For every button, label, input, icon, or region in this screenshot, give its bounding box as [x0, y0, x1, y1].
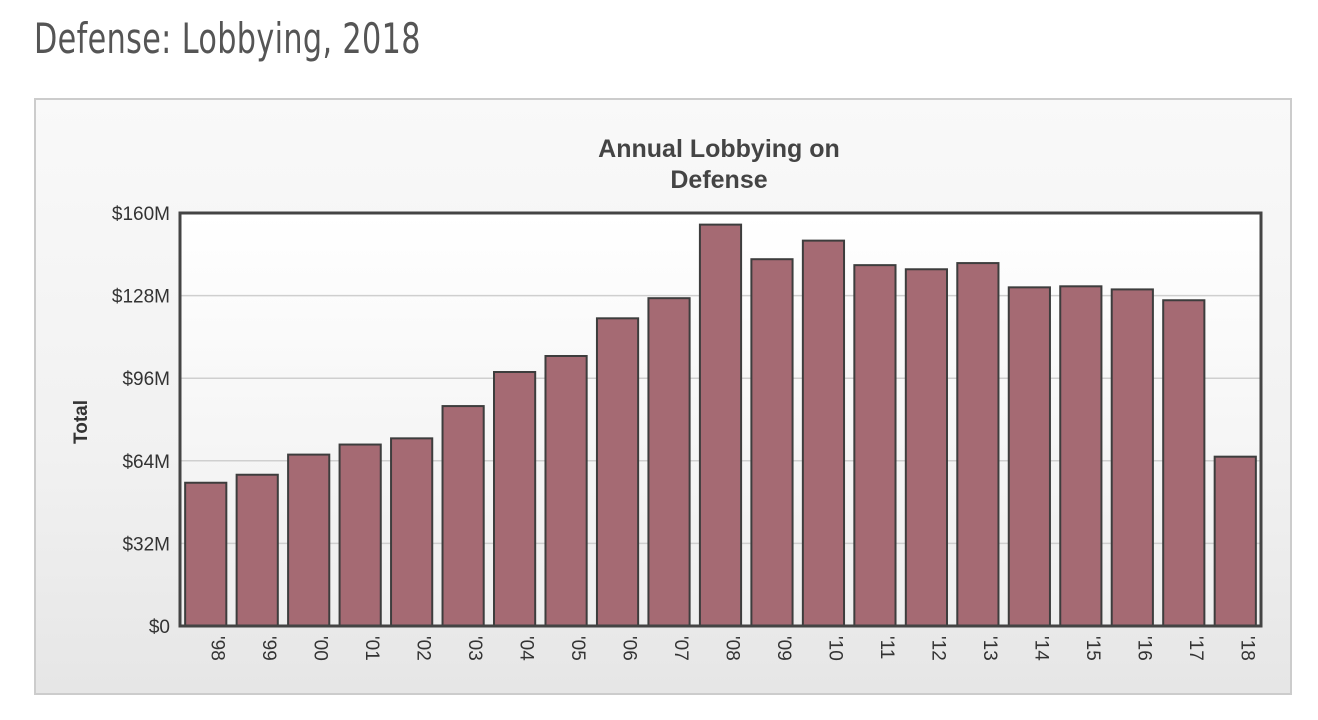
plot-area: $0 $32M $64M $96M $128M $160M '98 '99 '00 '01 '02 '…: [112, 204, 1263, 661]
bar: [441, 405, 485, 628]
bar-chart: Annual Lobbying on Defense $0 $32M $64M $96…: [71, 135, 1263, 661]
y-tick-label: $64M: [122, 452, 170, 473]
x-tick-label: '14: [1030, 636, 1051, 661]
x-tick-label: '04: [516, 636, 537, 661]
chart-title-line-1: Annual Lobbying on: [598, 135, 840, 163]
x-tick-label: '00: [310, 636, 331, 661]
y-axis-title: Total: [71, 400, 92, 444]
bar: [1162, 299, 1206, 627]
x-tick-label: '01: [361, 636, 382, 661]
x-tick-label: '17: [1185, 636, 1206, 661]
x-tick-label: '10: [824, 636, 845, 661]
bar: [956, 262, 1000, 627]
bar: [1007, 286, 1051, 627]
bar: [1213, 455, 1257, 628]
x-tick-label: '05: [567, 636, 588, 661]
y-tick-label: $0: [149, 617, 170, 638]
x-tick-label: '12: [927, 636, 948, 661]
x-tick-label: '02: [413, 636, 434, 661]
x-tick-label: '18: [1236, 636, 1257, 661]
bar: [493, 371, 537, 627]
bar: [544, 355, 588, 627]
x-tick-label: '99: [258, 636, 279, 661]
y-tick-label: $160M: [112, 204, 170, 225]
bar: [287, 453, 331, 628]
bar: [750, 258, 794, 627]
bar: [338, 443, 382, 627]
x-tick-label: '03: [464, 636, 485, 661]
bar: [235, 473, 279, 627]
x-tick-label: '13: [979, 636, 1000, 661]
bar: [1059, 285, 1103, 627]
x-tick-label: '07: [670, 636, 691, 661]
bar: [647, 297, 691, 627]
bar: [184, 481, 228, 627]
chart-panel: Annual Lobbying on Defense $0 $32M $64M $96…: [34, 98, 1292, 695]
page-title: Defense: Lobbying, 2018: [34, 14, 421, 63]
x-tick-label: '09: [773, 636, 794, 661]
bar: [595, 317, 640, 627]
bar: [904, 268, 948, 628]
bar: [698, 223, 743, 627]
bar: [390, 437, 434, 628]
x-tick-label: '11: [876, 636, 897, 659]
x-tick-label: '08: [722, 636, 743, 661]
plot-border: [178, 211, 1263, 628]
bar: [801, 239, 846, 627]
x-tick-label: '06: [619, 636, 640, 661]
chart-title-line-2: Defense: [670, 166, 767, 194]
x-tick-label: '15: [1082, 636, 1103, 661]
x-tick-label: '98: [207, 636, 228, 661]
bar: [853, 264, 897, 628]
y-tick-label: $128M: [112, 287, 170, 308]
x-tick-label: '16: [1133, 636, 1154, 661]
y-tick-label: $96M: [122, 369, 170, 390]
y-tick-label: $32M: [122, 534, 170, 555]
bar: [1110, 288, 1154, 627]
